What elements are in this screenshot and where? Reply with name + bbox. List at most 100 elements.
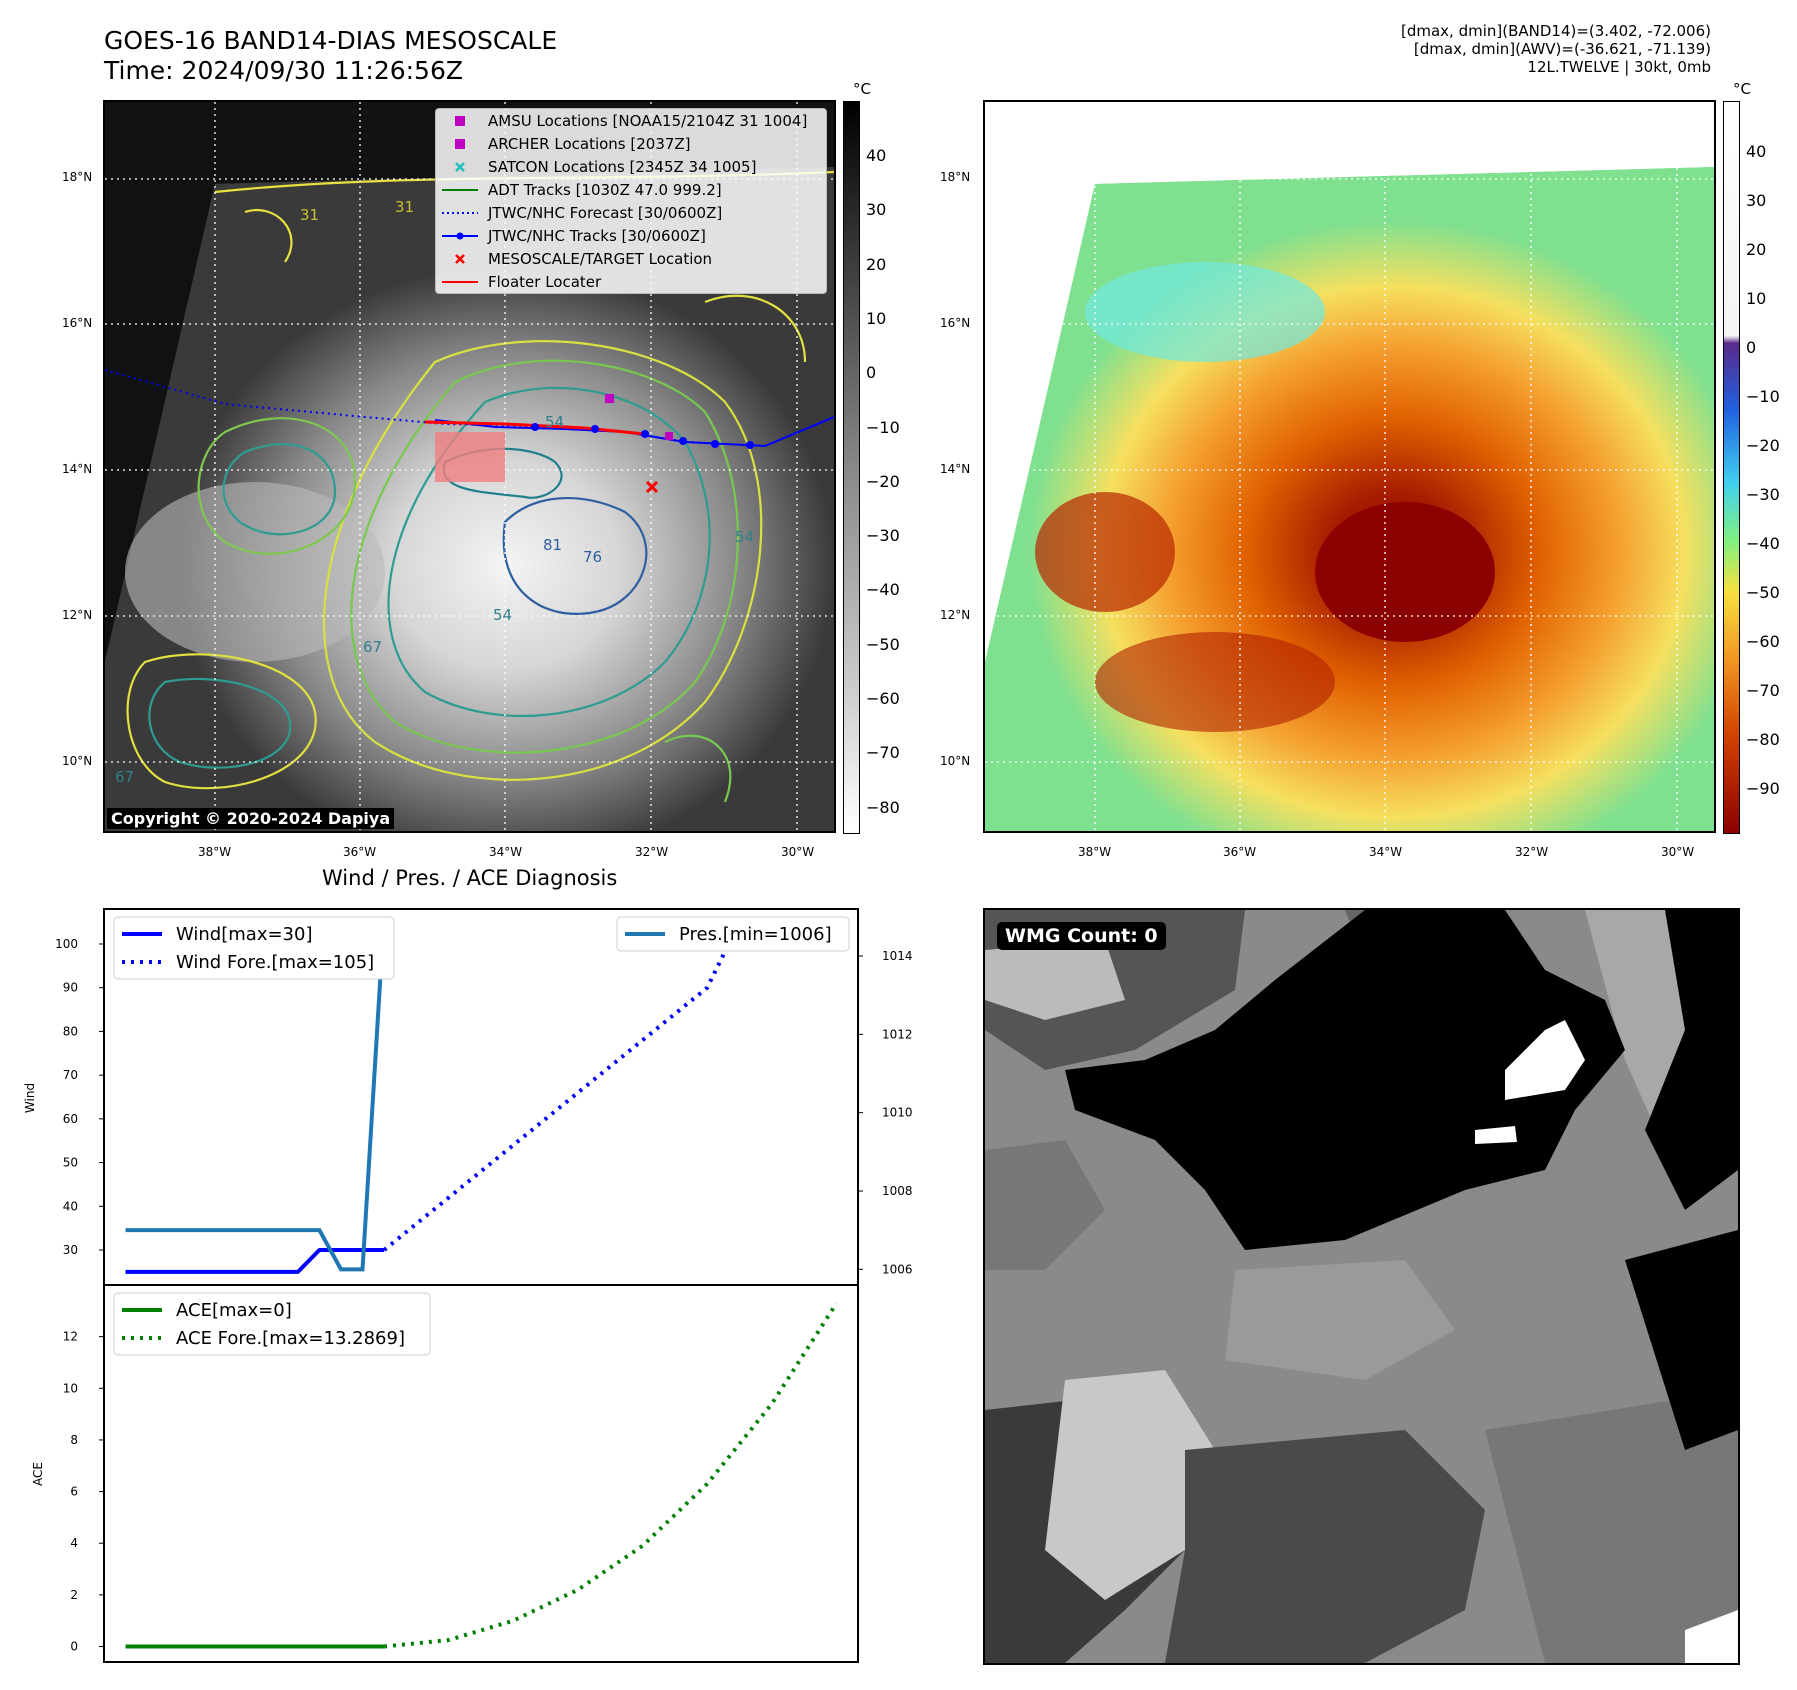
right-colorbar (1723, 101, 1740, 834)
colorbar-tick-label: 30 (1746, 191, 1767, 210)
left-colorbar (843, 101, 860, 834)
lon-label: 34°W (489, 845, 523, 859)
ace-axis-label: ACE (31, 1462, 45, 1486)
stats-block: [dmax, dmin](BAND14)=(3.402, -72.006) [d… (1401, 22, 1711, 76)
lat-label: 16°N (940, 316, 971, 330)
colorbar-tick-label: −50 (866, 634, 900, 654)
lon-label: 36°W (343, 845, 377, 859)
lon-label: 30°W (1661, 845, 1695, 859)
line-marker-icon (442, 188, 478, 192)
square-marker-icon (442, 115, 478, 126)
lat-label: 14°N (62, 462, 93, 476)
contour-label: 67 (363, 638, 382, 656)
colorbar-tick-label: 40 (866, 146, 887, 165)
lat-label: 16°N (62, 316, 93, 330)
figure-title: GOES-16 BAND14-DIAS MESOSCALE Time: 2024… (104, 26, 557, 86)
ace-tick-label: 6 (70, 1485, 78, 1499)
legend-tracks: JTWC/NHC Tracks [30/0600Z] (436, 224, 826, 247)
colorbar-tick-label: −90 (1746, 779, 1780, 798)
dotted-line-icon (442, 211, 478, 215)
series-line (383, 1302, 839, 1649)
legend-amsu: AMSU Locations [NOAA15/2104Z 31 1004] (436, 109, 826, 132)
colorbar-tick-label: −80 (866, 797, 900, 817)
colorbar-tick-label: −10 (1746, 387, 1780, 406)
lat-label: 10°N (940, 754, 971, 768)
band14-map-canvas: 31 31 54 54 54 67 81 76 67 (105, 102, 834, 831)
lon-label: 38°W (198, 845, 232, 859)
left-colorbar-unit: °C (853, 80, 871, 98)
ace-tick-label: 4 (70, 1536, 78, 1550)
wind-tick-label: 40 (63, 1199, 78, 1213)
diagnosis-title: Wind / Pres. / ACE Diagnosis (322, 866, 618, 890)
band14-map: 31 31 54 54 54 67 81 76 67 AMSU Location… (103, 100, 836, 833)
contour-label: 31 (395, 198, 414, 216)
colorbar-tick-label: −70 (1746, 681, 1780, 700)
lat-label: 12°N (940, 608, 971, 622)
lat-label: 18°N (940, 170, 971, 184)
lon-label: 36°W (1223, 845, 1257, 859)
copyright-notice: Copyright © 2020-2024 Dapiya (107, 808, 395, 829)
lon-label: 38°W (1078, 845, 1112, 859)
pressure-tick-label: 1008 (882, 1184, 913, 1198)
colorbar-tick-label: −10 (866, 417, 900, 437)
awv-map-canvas (985, 102, 1714, 831)
legend-forecast: JTWC/NHC Forecast [30/0600Z] (436, 201, 826, 224)
contour-label: 67 (115, 768, 134, 786)
pressure-tick-label: 1010 (882, 1106, 913, 1120)
stats-awv: [dmax, dmin](AWV)=(-36.621, -71.139) (1413, 40, 1711, 58)
line-marker-icon (442, 280, 478, 284)
lon-label: 32°W (635, 845, 669, 859)
colorbar-tick-label: 20 (1746, 240, 1767, 259)
wind-tick-label: 100 (55, 937, 78, 951)
x-marker-icon (442, 253, 478, 264)
legend-floater: Floater Locater (436, 270, 826, 293)
stats-band14: [dmax, dmin](BAND14)=(3.402, -72.006) (1400, 22, 1711, 40)
legend-label: ACE Fore.[max=13.2869] (176, 1328, 405, 1349)
pressure-tick-label: 1006 (882, 1262, 913, 1276)
colorbar-tick-label: −40 (866, 580, 900, 600)
contour-label: 81 (543, 536, 562, 554)
line-dot-marker-icon (442, 232, 478, 240)
series-line (125, 916, 387, 1272)
legend-adt: ADT Tracks [1030Z 47.0 999.2] (436, 178, 826, 201)
legend-label: ACE[max=0] (176, 1300, 292, 1321)
lon-label: 30°W (781, 845, 815, 859)
awv-map (983, 100, 1716, 833)
colorbar-tick-label: −60 (1746, 632, 1780, 651)
colorbar-tick-label: −60 (866, 689, 900, 708)
colorbar-tick-label: −50 (1746, 583, 1780, 602)
wind-tick-label: 80 (63, 1024, 78, 1038)
ace-tick-label: 8 (70, 1433, 78, 1447)
colorbar-tick-label: −30 (866, 526, 900, 546)
contour-label: 76 (583, 548, 602, 566)
storm-info: 12L.TWELVE | 30kt, 0mb (1527, 58, 1711, 76)
x-marker-icon (442, 161, 478, 172)
map-legend: AMSU Locations [NOAA15/2104Z 31 1004] AR… (435, 108, 827, 294)
legend-label: Wind Fore.[max=105] (176, 952, 374, 973)
pressure-tick-label: 1014 (882, 949, 913, 963)
contour-label: 31 (300, 206, 319, 224)
lat-label: 12°N (62, 608, 93, 622)
colorbar-tick-label: 10 (866, 308, 887, 328)
series-line (125, 1248, 385, 1274)
ace-tick-label: 12 (63, 1330, 78, 1344)
title-line-2: Time: 2024/09/30 11:26:56Z (104, 56, 463, 85)
series-line (382, 941, 751, 1252)
colorbar-tick-label: −80 (1746, 730, 1780, 749)
pressure-legend (616, 916, 850, 952)
ace-tick-label: 0 (70, 1640, 78, 1654)
wind-tick-label: 60 (63, 1112, 78, 1126)
wmg-canvas (985, 910, 1738, 1663)
ace-panel-frame (103, 1284, 859, 1663)
title-line-1: GOES-16 BAND14-DIAS MESOSCALE (104, 26, 558, 55)
legend-label: Wind[max=30] (176, 924, 313, 945)
wind-pres-ace-chart: 3040506070809010010061008101010121014Win… (23, 908, 913, 1663)
colorbar-tick-label: 10 (1746, 289, 1767, 308)
ace-tick-label: 10 (63, 1381, 78, 1395)
legend-archer: ARCHER Locations [2037Z] (436, 132, 826, 155)
wind-tick-label: 30 (63, 1243, 78, 1257)
wind-axis-label: Wind (23, 1083, 37, 1113)
colorbar-tick-label: −20 (1746, 436, 1780, 455)
wind-tick-label: 70 (63, 1068, 78, 1082)
wmg-count-badge: WMG Count: 0 (997, 922, 1166, 950)
